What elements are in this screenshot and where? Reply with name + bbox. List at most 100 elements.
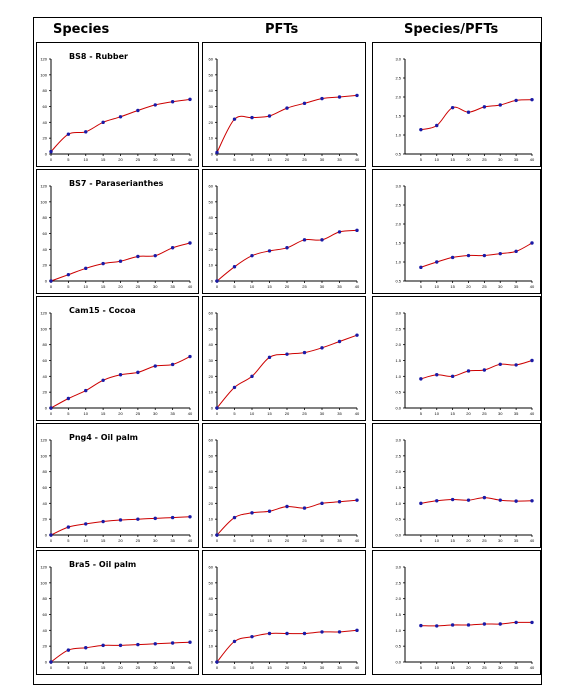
y-tick-label: 3.0 <box>395 438 401 443</box>
x-tick-label: 10 <box>84 157 89 162</box>
x-tick-label: 5 <box>67 157 70 162</box>
data-point <box>285 352 289 356</box>
data-point <box>514 620 518 625</box>
x-tick-label: 25 <box>482 157 487 162</box>
y-tick-label: 10 <box>209 390 214 395</box>
chart-panel: 0 10 20 30 40 50 60 0 5 10 15 20 25 30 35 40 <box>202 169 366 294</box>
x-tick-label: 5 <box>67 284 70 289</box>
data-point <box>215 660 219 664</box>
x-tick-label: 10 <box>435 665 440 670</box>
data-point <box>250 115 254 120</box>
data-point <box>498 362 502 366</box>
x-tick-label: 40 <box>355 538 360 543</box>
x-tick-label: 35 <box>337 538 342 543</box>
data-point <box>136 517 140 521</box>
series-line <box>50 356 191 409</box>
row-title: BS7 - Paraserianthes <box>69 179 164 188</box>
x-tick-label: 20 <box>285 157 290 162</box>
chart-panel: Cam15 - Cocoa 0 20 40 60 80 100 120 0 5 10 15 20 25 30… <box>36 296 199 421</box>
data-point <box>302 238 307 242</box>
x-tick-label: 5 <box>233 157 236 162</box>
y-tick-label: 120 <box>40 438 47 443</box>
x-tick-label: 15 <box>101 411 106 416</box>
x-tick-label: 10 <box>250 157 255 162</box>
data-point <box>84 522 88 526</box>
y-tick-label: 3.0 <box>395 565 401 570</box>
data-point <box>498 622 502 626</box>
y-tick-label: 60 <box>43 358 48 363</box>
data-point <box>482 495 487 500</box>
x-tick-label: 25 <box>302 665 307 670</box>
y-tick-label: 60 <box>43 485 48 490</box>
x-tick-label: 40 <box>188 284 193 289</box>
x-tick-label: 25 <box>302 157 307 162</box>
data-point <box>250 634 254 639</box>
x-tick-label: 20 <box>285 665 290 670</box>
y-tick-label: 0.0 <box>395 660 401 665</box>
data-point <box>355 93 359 98</box>
data-point <box>302 631 307 636</box>
data-point <box>118 643 123 648</box>
y-tick-label: 80 <box>43 88 48 93</box>
y-tick-label: 1.0 <box>395 501 401 506</box>
data-point <box>337 630 342 634</box>
x-tick-label: 5 <box>233 665 236 670</box>
x-tick-label: 20 <box>466 284 471 289</box>
data-point <box>530 499 534 503</box>
y-tick-label: 30 <box>209 358 214 363</box>
data-point <box>419 377 423 381</box>
data-point <box>320 501 324 506</box>
y-tick-label: 60 <box>209 311 214 316</box>
data-point <box>337 500 342 504</box>
y-tick-label: 2.0 <box>395 342 401 347</box>
data-point <box>320 238 324 242</box>
data-point <box>530 241 534 245</box>
chart-panel: 0.5 1.0 1.5 2.0 2.5 3.0 5 10 15 20 25 30 35 40 <box>372 169 541 294</box>
line-chart: 0 10 20 30 40 50 60 0 5 10 15 20 25 30 35 40 <box>209 565 360 671</box>
x-tick-label: 40 <box>188 538 193 543</box>
x-tick-label: 10 <box>435 284 440 289</box>
x-tick-label: 15 <box>450 284 455 289</box>
y-tick-label: 50 <box>209 580 214 585</box>
data-point <box>153 103 157 107</box>
y-tick-label: 0 <box>45 152 48 157</box>
row-title: Cam15 - Cocoa <box>69 306 136 315</box>
y-tick-label: 0.5 <box>395 517 401 522</box>
line-chart: 0 20 40 60 80 100 120 0 5 10 15 20 25 30 35 40 <box>40 311 193 417</box>
y-tick-label: 20 <box>209 374 214 379</box>
data-point <box>188 354 192 359</box>
data-point <box>355 333 359 337</box>
chart-panel: 0.0 0.5 1.0 1.5 2.0 2.5 3.0 5 10 15 20 25 30 35 40 <box>372 296 541 421</box>
x-tick-label: 5 <box>420 284 423 289</box>
data-point <box>530 620 534 625</box>
data-point <box>232 385 237 390</box>
x-tick-label: 10 <box>435 538 440 543</box>
data-point <box>302 101 307 106</box>
y-tick-label: 40 <box>43 501 48 506</box>
y-tick-label: 60 <box>43 612 48 617</box>
data-point <box>435 624 439 628</box>
y-tick-label: 1.5 <box>395 114 401 119</box>
y-tick-label: 120 <box>40 57 47 62</box>
data-point <box>337 339 342 344</box>
data-point <box>101 261 105 266</box>
x-tick-label: 30 <box>320 284 325 289</box>
x-tick-label: 15 <box>450 538 455 543</box>
data-point <box>267 355 272 360</box>
y-tick-label: 40 <box>43 374 48 379</box>
x-tick-label: 25 <box>136 538 141 543</box>
y-tick-label: 1.5 <box>395 485 401 490</box>
y-tick-label: 0 <box>211 406 214 411</box>
data-point <box>153 516 157 521</box>
chart-panel: 0 10 20 30 40 50 60 0 5 10 15 20 25 30 35 40 <box>202 423 366 548</box>
x-tick-label: 40 <box>355 284 360 289</box>
data-point <box>153 364 157 368</box>
data-point <box>514 363 518 367</box>
x-tick-label: 0 <box>216 411 219 416</box>
x-tick-label: 5 <box>67 665 70 670</box>
data-point <box>84 266 88 271</box>
line-chart: 0 20 40 60 80 100 120 0 5 10 15 20 25 30 35 40 <box>40 184 193 290</box>
data-point <box>267 114 272 118</box>
data-point <box>66 396 71 401</box>
chart-panel: 0.5 1.0 1.5 2.0 2.5 3.0 5 10 15 20 25 30 35 40 <box>372 42 541 167</box>
